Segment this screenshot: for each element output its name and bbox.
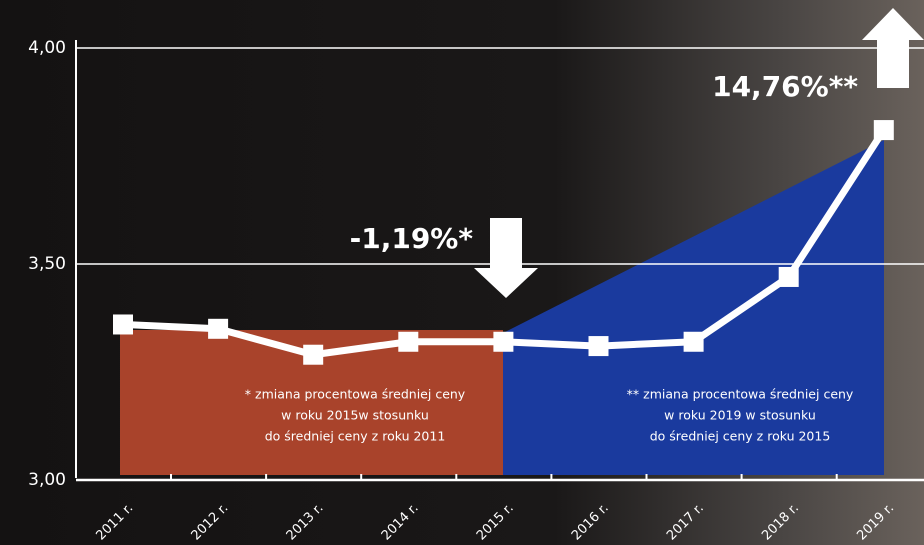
note: do średniej ceny z roku 2011 [265, 429, 446, 444]
annotation: 14,76%** [712, 70, 858, 103]
y-tick-label: 3,00 [28, 470, 66, 490]
point [113, 314, 133, 334]
note: do średniej ceny z roku 2015 [650, 429, 831, 444]
y-tick-label: 3,50 [28, 254, 66, 274]
point [684, 332, 704, 352]
annotation: -1,19%* [350, 222, 474, 255]
note: * zmiana procentowa średniej ceny [245, 387, 466, 402]
point [493, 332, 513, 352]
note: w roku 2015w stosunku [281, 408, 429, 423]
note: w roku 2019 w stosunku [664, 408, 816, 423]
point [874, 120, 894, 140]
point [303, 345, 323, 365]
y-tick-label: 4,00 [28, 38, 66, 58]
note: ** zmiana procentowa średniej ceny [627, 387, 854, 402]
point [208, 319, 228, 339]
point [589, 336, 609, 356]
point [779, 267, 799, 287]
chart: 3,003,504,002011 r.2012 r.2013 r.2014 r.… [0, 0, 924, 545]
point [398, 332, 418, 352]
